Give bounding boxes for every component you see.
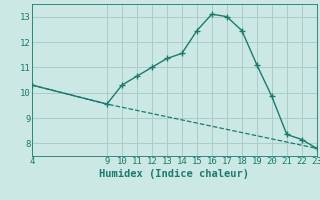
X-axis label: Humidex (Indice chaleur): Humidex (Indice chaleur) [100, 169, 249, 179]
